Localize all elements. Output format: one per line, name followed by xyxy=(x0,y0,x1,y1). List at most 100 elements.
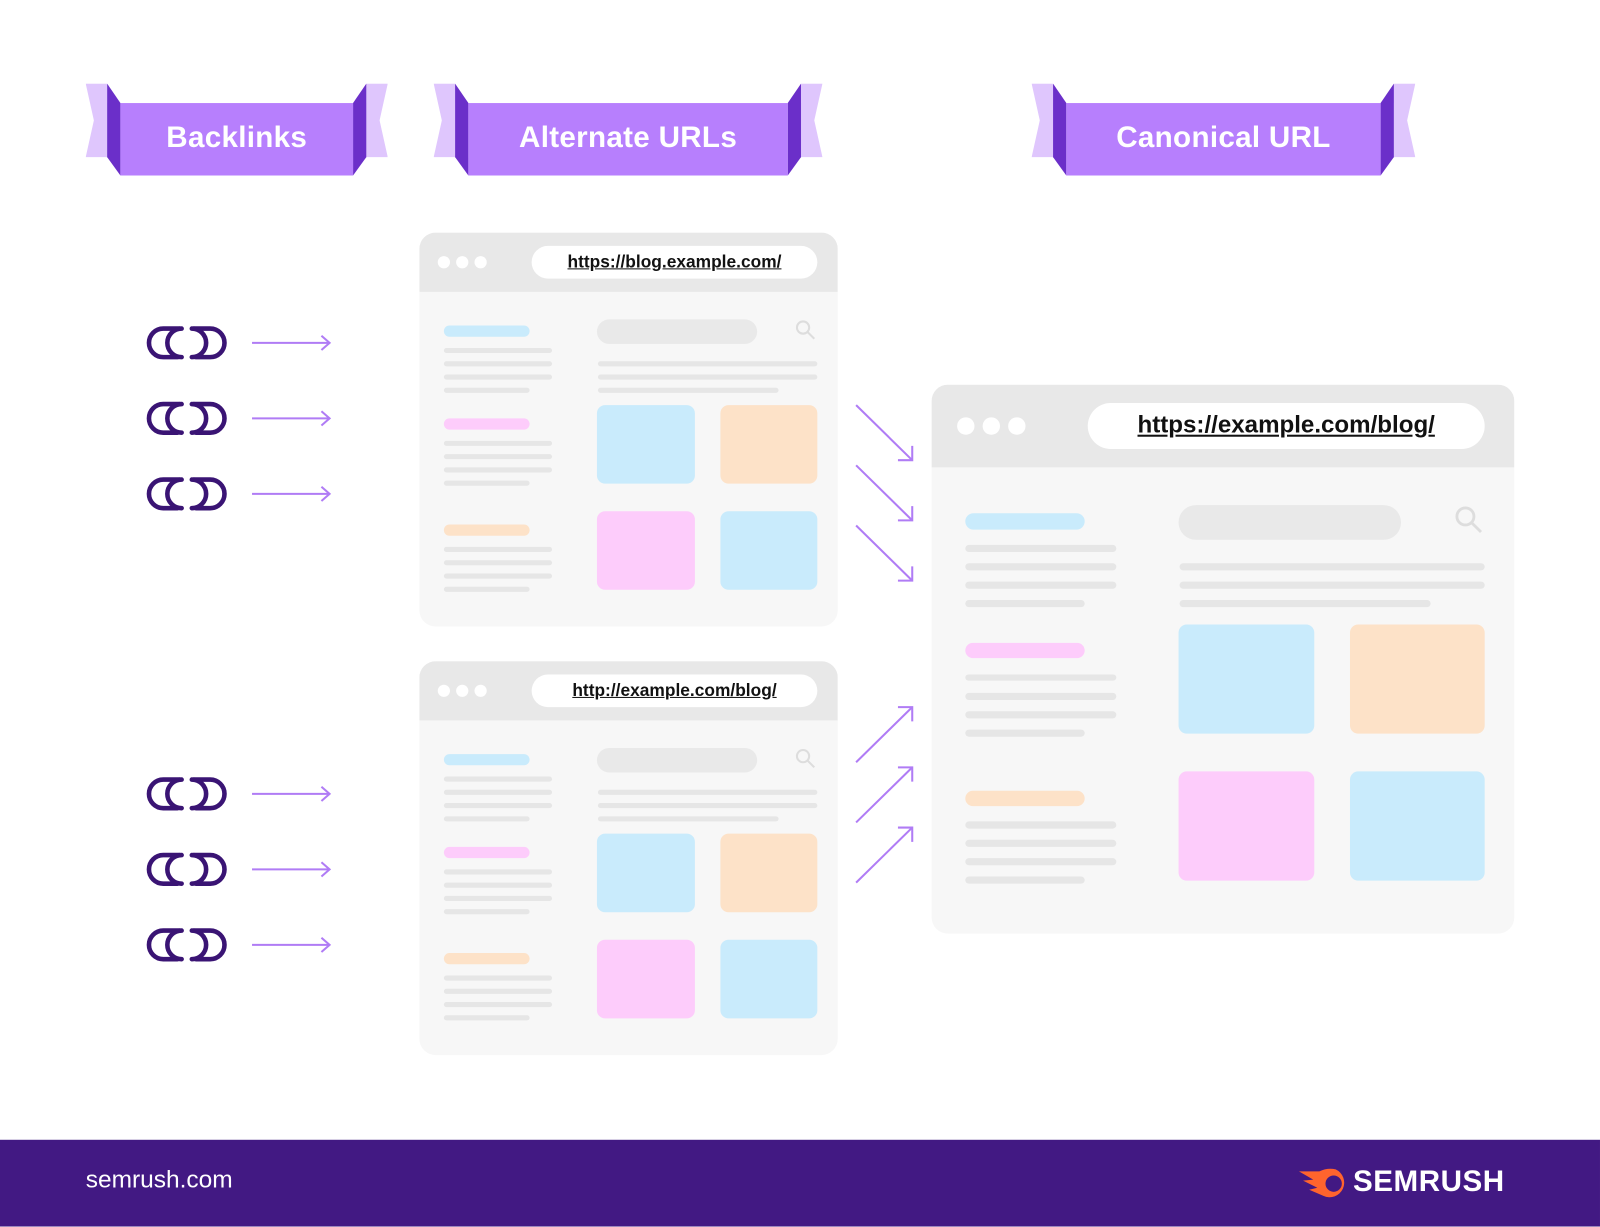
text-line xyxy=(965,839,1116,848)
image-block xyxy=(1350,624,1485,734)
window-dot xyxy=(957,417,975,435)
header-backlinks: Backlinks xyxy=(85,83,388,178)
text-line xyxy=(1179,600,1431,608)
text-line xyxy=(965,674,1116,682)
arrow-diagonal-icon xyxy=(855,706,914,763)
address-bar[interactable]: https://example.com/blog/ xyxy=(1087,403,1485,449)
image-block xyxy=(596,405,695,484)
image-block xyxy=(596,511,695,590)
category-tag xyxy=(443,325,530,337)
text-line xyxy=(443,586,530,592)
text-line xyxy=(1179,563,1485,571)
window-dot xyxy=(456,684,469,697)
text-line xyxy=(443,869,553,875)
footer-brand: SEMRUSH xyxy=(1353,1165,1505,1198)
link-chain-icon xyxy=(146,326,227,360)
category-tag xyxy=(443,418,530,430)
window-dot xyxy=(1008,417,1026,435)
browser-window-alt1: https://blog.example.com/ xyxy=(419,232,838,627)
header-alternate-urls: Alternate URLs xyxy=(433,83,823,178)
search-pill xyxy=(1178,505,1402,540)
text-line xyxy=(1179,581,1485,589)
address-bar[interactable]: https://blog.example.com/ xyxy=(531,245,818,279)
link-chain-icon xyxy=(146,477,227,511)
search-pill xyxy=(596,747,758,773)
text-line xyxy=(965,563,1116,571)
text-line xyxy=(443,816,530,822)
text-line xyxy=(965,600,1085,608)
arrow-right-icon xyxy=(252,861,332,878)
arrow-diagonal-icon xyxy=(855,766,914,824)
arrow-diagonal-icon xyxy=(855,826,914,884)
text-line xyxy=(597,789,818,795)
link-chain-icon xyxy=(146,401,227,435)
arrow-right-icon xyxy=(252,936,332,953)
ribbon-shape xyxy=(85,83,388,176)
text-line xyxy=(443,454,553,460)
window-dot xyxy=(474,684,487,697)
text-line xyxy=(597,361,818,367)
arrow-right-icon xyxy=(252,334,332,351)
search-icon xyxy=(1454,506,1482,534)
footer-site: semrush.com xyxy=(85,1166,233,1194)
category-tag xyxy=(965,790,1085,806)
header-label: Backlinks xyxy=(166,121,308,155)
text-line xyxy=(443,347,553,354)
category-tag xyxy=(965,642,1085,659)
text-line xyxy=(443,546,553,553)
text-line xyxy=(597,374,818,380)
image-block xyxy=(720,405,818,484)
text-line xyxy=(443,374,553,380)
image-block xyxy=(1178,624,1315,734)
text-line xyxy=(443,560,553,566)
header-label: Canonical URL xyxy=(1116,121,1331,155)
image-block xyxy=(720,833,818,913)
link-chain-icon xyxy=(146,852,227,886)
category-tag xyxy=(443,846,530,859)
text-line xyxy=(965,692,1116,700)
ribbon-shape xyxy=(1031,83,1416,176)
arrow-right-icon xyxy=(252,410,332,427)
text-line xyxy=(443,1015,530,1021)
arrow-diagonal-icon xyxy=(855,464,914,522)
text-line xyxy=(443,440,553,446)
image-block xyxy=(596,939,695,1019)
text-line xyxy=(965,858,1116,866)
category-tag xyxy=(965,513,1085,530)
arrow-diagonal-icon xyxy=(855,524,914,582)
text-line xyxy=(443,467,553,473)
arrow-right-icon xyxy=(252,785,332,802)
search-icon xyxy=(795,320,816,340)
text-line xyxy=(965,581,1116,589)
arrow-right-icon xyxy=(252,485,332,502)
text-line xyxy=(597,816,779,822)
category-tag xyxy=(443,524,530,536)
text-line xyxy=(965,729,1085,737)
window-dot xyxy=(456,256,469,269)
image-block xyxy=(1178,771,1315,882)
ribbon-shape xyxy=(433,83,823,176)
category-tag xyxy=(443,754,530,766)
text-line xyxy=(965,876,1085,884)
text-line xyxy=(443,387,530,393)
text-line xyxy=(443,480,530,486)
image-block xyxy=(720,939,818,1019)
text-line xyxy=(443,895,553,902)
address-bar[interactable]: http://example.com/blog/ xyxy=(531,674,818,708)
text-line xyxy=(597,803,818,809)
text-line xyxy=(965,544,1116,553)
header-canonical-url: Canonical URL xyxy=(1031,83,1416,178)
link-chain-icon xyxy=(146,928,227,962)
text-line xyxy=(443,776,553,782)
browser-window-alt2: http://example.com/blog/ xyxy=(419,661,838,1056)
search-pill xyxy=(596,319,758,344)
text-line xyxy=(597,387,779,393)
browser-window-canonical: https://example.com/blog/ xyxy=(931,384,1515,934)
text-line xyxy=(443,789,553,795)
text-line xyxy=(443,975,553,981)
text-line xyxy=(443,988,553,994)
image-block xyxy=(720,511,818,590)
text-line xyxy=(443,361,553,367)
window-dot xyxy=(437,684,450,697)
